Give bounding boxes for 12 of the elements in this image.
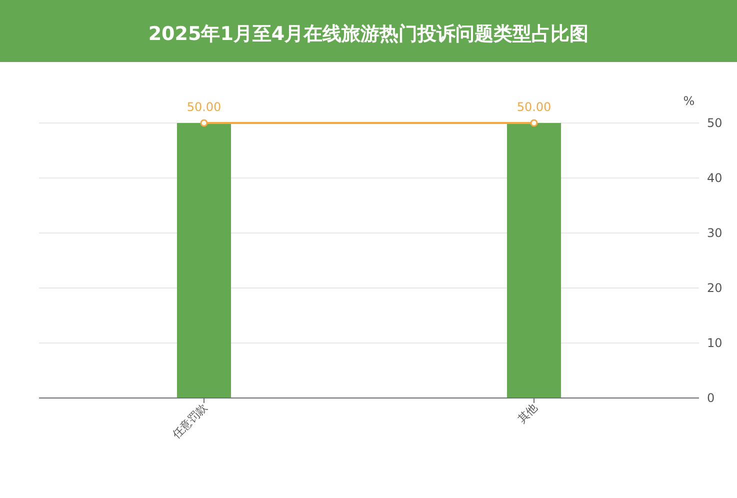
y-tick-label: 30 [707, 226, 722, 240]
y-axis-title: % [683, 94, 695, 108]
x-tick-label: 其他 [515, 400, 540, 426]
x-tick-label: 任意罚款 [169, 400, 210, 442]
y-tick-label: 50 [707, 116, 722, 130]
y-tick-label: 20 [707, 281, 722, 295]
data-label: 50.00 [186, 100, 222, 114]
y-tick-label: 0 [707, 391, 715, 405]
y-tick-label: 40 [707, 171, 722, 185]
chart-title: 2025年1月至4月在线旅游热门投诉问题类型占比图 [148, 23, 589, 45]
y-tick-label: 10 [707, 336, 722, 350]
data-label: 50.00 [516, 100, 552, 114]
